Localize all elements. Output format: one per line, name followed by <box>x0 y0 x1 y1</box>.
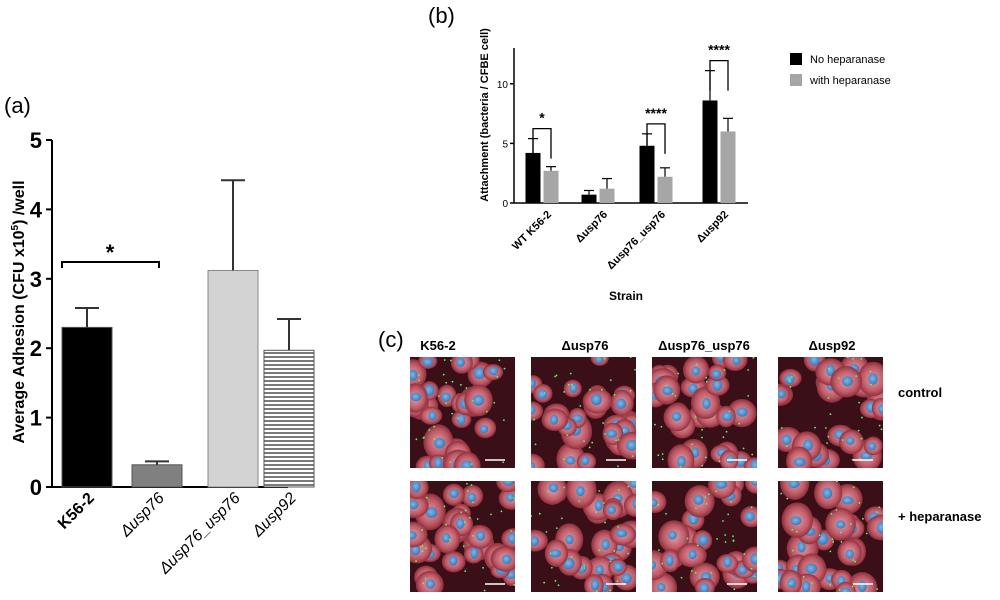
chart-b-bar <box>581 194 597 203</box>
micrograph-image <box>531 481 636 592</box>
chart-b-significance-bracket <box>532 127 552 159</box>
legend-swatch-with-heparanase <box>790 74 802 86</box>
chart-a: Average Adhesion (CFU x105) /well 0 1 2 3 4 5… <box>10 128 315 578</box>
chart-a-significance-bracket <box>61 261 160 268</box>
chart-b-significance-label: **** <box>645 105 667 121</box>
chart-a-category-label: Δusp92 <box>249 490 300 541</box>
chart-b-significance-label: **** <box>708 42 730 58</box>
chart-b-bar <box>720 131 736 203</box>
micrograph-image <box>652 481 757 592</box>
chart-a-y-tick-label: 2 <box>30 336 42 361</box>
chart-a-category-label: K56-2 <box>55 490 98 533</box>
chart-b-y-tick-label: 5 <box>502 139 508 150</box>
chart-b-x-axis-label: Strain <box>609 289 643 303</box>
micrograph-image <box>652 357 757 468</box>
chart-a-y-tick-label: 3 <box>30 267 42 292</box>
chart-b-category-label: Δusp76 <box>574 209 611 246</box>
chart-b-bar <box>639 145 655 203</box>
chart-a-significance-label: * <box>106 240 115 265</box>
chart-b-category-label: Δusp76_usp76 <box>605 209 668 272</box>
chart-a-y-tick-label: 0 <box>30 475 42 500</box>
chart-a-bar <box>263 349 315 488</box>
chart-b-significance-bracket <box>709 60 729 91</box>
panel-label-b: (b) <box>428 3 455 28</box>
chart-b-significance-label: * <box>539 110 545 126</box>
micrograph-image <box>778 481 883 592</box>
legend-swatch-no-heparanase <box>790 53 802 65</box>
chart-a-category-label: Δusp76 <box>117 490 168 541</box>
chart-b-category-label: WT K56-2 <box>510 209 554 253</box>
micrograph-row-label: control <box>898 385 942 400</box>
micrograph-column-header: Δusp76 <box>562 338 609 353</box>
chart-b-y-axis-label: Attachment (bacteria / CFBE cell) <box>479 28 491 202</box>
chart-b-bar <box>657 176 673 203</box>
chart-b-bar <box>599 188 615 203</box>
legend-label-no-heparanase: No heparanase <box>810 54 885 66</box>
chart-b-significance-bracket <box>646 123 666 154</box>
chart-a-bar <box>131 464 183 488</box>
micrograph-grid: K56-2 Δusp76 Δusp76_usp76 Δusp92 control + he… <box>410 338 981 592</box>
panel-label-c: (c) <box>378 327 404 352</box>
chart-a-category-label: Δusp76_usp76 <box>156 490 244 578</box>
chart-a-y-axis-label: Average Adhesion (CFU x105) /well <box>10 180 28 443</box>
panel-label-a: (a) <box>4 93 31 118</box>
micrograph-image <box>778 357 883 468</box>
legend-label-with-heparanase: with heparanase <box>809 75 891 87</box>
chart-a-bar <box>207 269 259 488</box>
micrograph-image <box>531 357 636 468</box>
chart-a-y-tick-label: 1 <box>30 406 42 431</box>
micrograph-image <box>410 481 515 592</box>
chart-b-y-tick-label: 0 <box>502 199 508 210</box>
chart-a-y-tick-label: 4 <box>30 197 43 222</box>
micrograph-column-header: Δusp92 <box>809 338 856 353</box>
chart-b: Attachment (bacteria / CFBE cell) Strain… <box>479 28 891 303</box>
micrograph-column-header: K56-2 <box>420 338 455 353</box>
chart-a-y-tick-label: 5 <box>30 128 42 153</box>
micrograph-row-label: + heparanase <box>898 509 981 524</box>
chart-b-y-tick-label: 10 <box>497 80 509 91</box>
chart-b-bar <box>525 152 541 203</box>
chart-b-category-label: Δusp92 <box>695 209 732 246</box>
chart-b-bar <box>702 100 718 203</box>
chart-a-bar <box>61 326 113 488</box>
micrograph-image <box>410 357 515 468</box>
chart-b-bar <box>543 170 559 203</box>
micrograph-column-header: Δusp76_usp76 <box>658 338 750 353</box>
